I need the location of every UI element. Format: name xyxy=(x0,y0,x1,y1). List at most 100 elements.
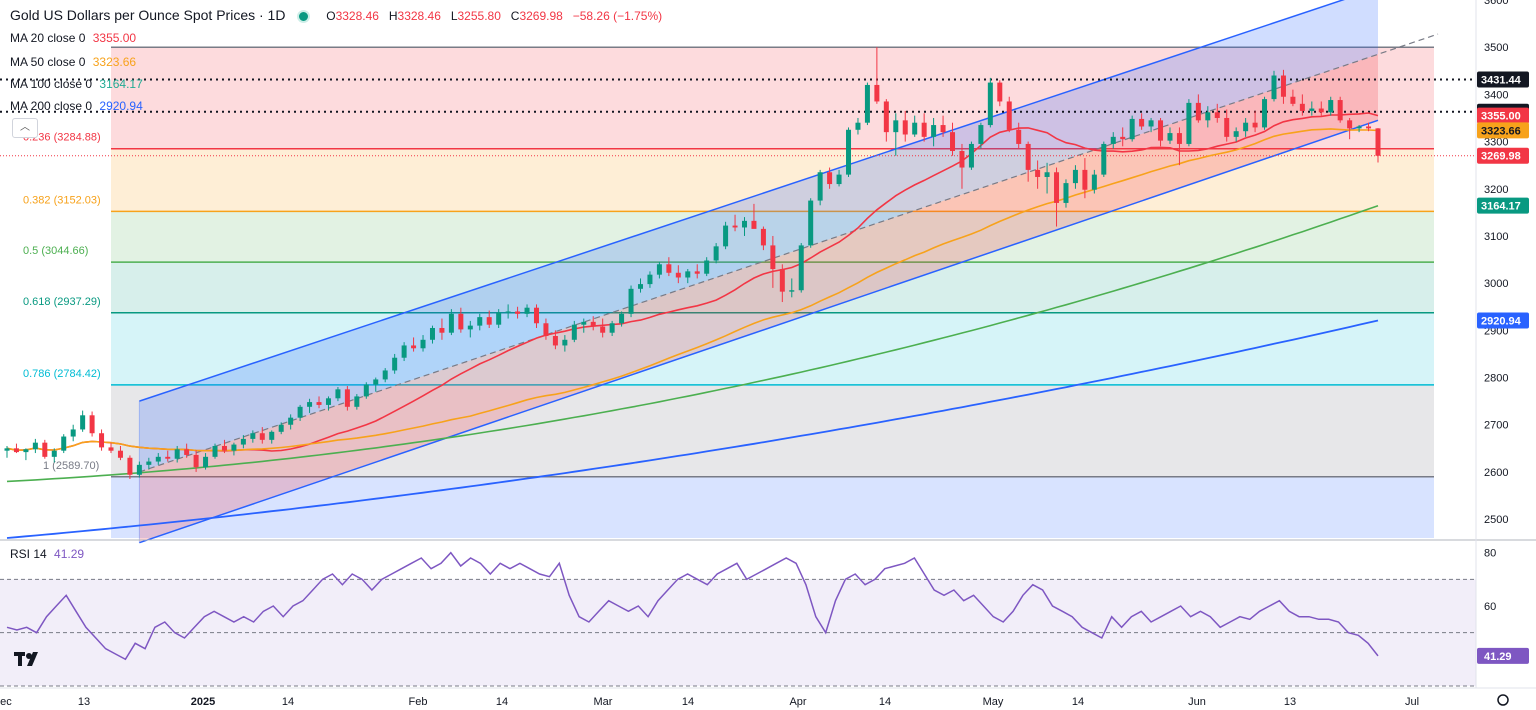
candle-body-39 xyxy=(373,379,379,385)
candle-body-28 xyxy=(269,431,275,440)
candle-body-8 xyxy=(80,415,86,430)
candle-body-58 xyxy=(552,336,558,346)
y-tick-9: 3400 xyxy=(1484,89,1508,101)
price-tag-bg-5 xyxy=(1477,197,1529,214)
candle-body-56 xyxy=(533,307,539,324)
legend-ma20[interactable]: MA 20 close 0 3355.00 xyxy=(10,31,136,45)
channel-lower-line xyxy=(139,119,1379,544)
candle-body-32 xyxy=(307,402,313,407)
x-tick-8: Apr xyxy=(789,696,806,708)
candle-body-74 xyxy=(704,260,710,274)
candle-body-44 xyxy=(420,339,426,349)
candle-body-120 xyxy=(1139,118,1145,127)
price-tag-0: 3431.44 xyxy=(1481,75,1522,87)
ma200-value: 2920.94 xyxy=(99,99,143,113)
candle-body-22 xyxy=(212,445,218,457)
candle-body-36 xyxy=(344,389,350,407)
candle-body-42 xyxy=(401,345,407,358)
candle-body-16 xyxy=(155,456,161,462)
ma50-label: MA 50 close 0 xyxy=(10,55,86,69)
price-tag-bg-3 xyxy=(1477,122,1529,139)
fib-zone-4 xyxy=(111,312,1434,385)
candle-body-136 xyxy=(1290,96,1296,104)
price-tag-bg-6 xyxy=(1477,312,1529,329)
symbol-title[interactable]: Gold US Dollars per Ounce Spot Prices · … xyxy=(10,7,286,23)
candle-body-49 xyxy=(467,325,473,330)
candle-body-48 xyxy=(458,313,464,330)
y-tick-5: 3000 xyxy=(1484,278,1508,290)
candle-body-41 xyxy=(392,357,398,371)
candle-body-19 xyxy=(184,449,190,455)
candle-body-126 xyxy=(1195,102,1201,121)
y-tick-3: 2800 xyxy=(1484,373,1508,385)
legend-ma100[interactable]: MA 100 close 0 3164.17 xyxy=(10,77,143,91)
ma200-line xyxy=(6,319,1379,539)
candle-body-1 xyxy=(13,448,19,453)
price-tag-3: 3323.66 xyxy=(1481,125,1521,137)
rsi-tag-bg xyxy=(1477,647,1529,664)
candle-body-60 xyxy=(571,324,577,340)
price-tag-6: 2920.94 xyxy=(1481,315,1522,327)
fib-label-2: 0.5 (3044.66) xyxy=(23,245,88,257)
fib-label-3: 0.618 (2937.29) xyxy=(23,296,101,308)
x-tick-6: Mar xyxy=(594,696,613,708)
candle-body-99 xyxy=(940,125,946,133)
candle-body-130 xyxy=(1233,131,1239,137)
candle-body-69 xyxy=(656,264,662,275)
candle-body-18 xyxy=(174,449,180,459)
y-tick-6: 3100 xyxy=(1484,231,1508,243)
candle-body-116 xyxy=(1101,143,1107,175)
candle-body-67 xyxy=(637,284,643,289)
fib-label-1: 0.382 (3152.03) xyxy=(23,194,101,206)
ma100-line xyxy=(6,204,1379,483)
x-tick-9: 14 xyxy=(879,696,891,708)
candle-body-45 xyxy=(429,327,435,340)
fib-zone-ext xyxy=(111,476,1434,538)
candle-body-113 xyxy=(1072,169,1078,184)
candle-body-110 xyxy=(1044,172,1050,177)
candle-body-43 xyxy=(411,345,417,349)
candle-body-102 xyxy=(968,143,974,168)
candle-body-117 xyxy=(1110,136,1116,144)
chart-header: Gold US Dollars per Ounce Spot Prices · … xyxy=(10,7,663,23)
candle-body-57 xyxy=(543,323,549,337)
candle-body-125 xyxy=(1186,102,1192,144)
chevron-up-icon: ︿ xyxy=(20,122,30,133)
candle-body-72 xyxy=(685,271,691,278)
collapse-legend-button[interactable]: ︿ xyxy=(12,118,38,138)
candle-body-108 xyxy=(1025,143,1031,170)
price-tag-bg-2 xyxy=(1477,107,1529,124)
ma20-label: MA 20 close 0 xyxy=(10,31,86,45)
candle-body-119 xyxy=(1129,118,1135,140)
candle-body-63 xyxy=(600,326,606,333)
rsi-line xyxy=(6,551,1379,661)
candle-body-53 xyxy=(505,311,511,313)
y-tick-2: 2700 xyxy=(1484,420,1508,432)
legend-rsi[interactable]: RSI 14 41.29 xyxy=(10,547,84,561)
close-value: 3269.98 xyxy=(519,9,563,23)
tradingview-logo-icon[interactable] xyxy=(14,648,42,670)
candle-body-33 xyxy=(316,402,322,405)
low-value: 3255.80 xyxy=(457,9,501,23)
rsi-y-tick-1: 60 xyxy=(1484,601,1496,613)
price-tag-bg-4 xyxy=(1477,147,1529,164)
legend-ma50[interactable]: MA 50 close 0 3323.66 xyxy=(10,55,136,69)
x-tick-11: 14 xyxy=(1072,696,1084,708)
candle-body-29 xyxy=(278,424,284,432)
candle-body-109 xyxy=(1035,169,1041,177)
legend-ma200[interactable]: MA 200 close 0 2920.94 xyxy=(10,99,143,113)
fib-label-5: 1 (2589.70) xyxy=(43,460,99,472)
candle-body-68 xyxy=(647,274,653,285)
x-tick-2: 2025 xyxy=(191,696,215,708)
candle-body-40 xyxy=(382,370,388,380)
gear-icon[interactable] xyxy=(1497,694,1509,706)
candle-body-90 xyxy=(855,122,861,130)
candle-body-25 xyxy=(240,438,246,445)
candle-body-81 xyxy=(770,245,776,269)
open-value: 3328.46 xyxy=(335,9,379,23)
candle-body-115 xyxy=(1091,174,1097,190)
candle-body-138 xyxy=(1309,108,1315,111)
candle-body-143 xyxy=(1356,126,1362,129)
fib-zone-1 xyxy=(111,148,1434,212)
